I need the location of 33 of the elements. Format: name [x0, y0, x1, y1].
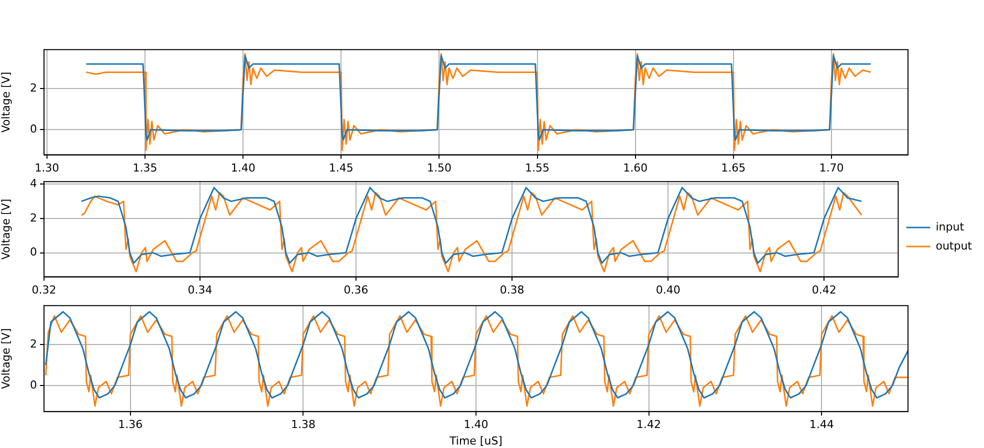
x-tick-label: 0.36: [344, 283, 368, 296]
x-tick-label: 1.40: [230, 161, 256, 174]
y-tick-label: 0: [30, 246, 37, 259]
x-tick-label: 1.44: [809, 418, 834, 432]
x-tick-label: 1.60: [623, 161, 648, 174]
x-axis-title: Time [uS]: [448, 434, 502, 448]
x-tick-label: 1.36: [118, 418, 143, 432]
x-tick-label: 0.38: [500, 283, 524, 296]
y-tick-label: 2: [30, 82, 37, 94]
x-tick-label: 1.35: [132, 161, 158, 174]
x-tick-label: 1.65: [721, 161, 746, 174]
x-tick-label: 1.50: [426, 161, 452, 174]
x-tick-label: 1.42: [636, 418, 662, 432]
y-axis-title: Voltage [V]: [0, 328, 12, 390]
x-tick-label: 0.42: [812, 283, 836, 296]
x-tick-label: 1.30: [34, 161, 60, 174]
y-axis-title: Voltage [V]: [0, 198, 12, 260]
x-tick-label: 1.38: [290, 418, 316, 432]
x-tick-label: 1.40: [464, 418, 488, 432]
y-tick-label: 4: [30, 177, 37, 190]
x-tick-label: 1.55: [525, 161, 550, 174]
x-tick-label: 0.34: [188, 283, 212, 296]
y-axis-title: Voltage [V]: [0, 72, 12, 133]
legend-label: output: [936, 239, 973, 252]
y-tick-label: 2: [30, 337, 37, 350]
x-tick-label: 1.45: [328, 161, 354, 174]
x-tick-label: 0.32: [32, 283, 56, 296]
x-tick-label: 0.40: [656, 283, 680, 296]
x-tick-label: 1.70: [819, 161, 844, 174]
y-tick-label: 0: [30, 122, 37, 136]
y-tick-label: 2: [30, 211, 37, 224]
legend-label: input: [936, 220, 965, 234]
y-tick-label: 0: [30, 378, 37, 392]
